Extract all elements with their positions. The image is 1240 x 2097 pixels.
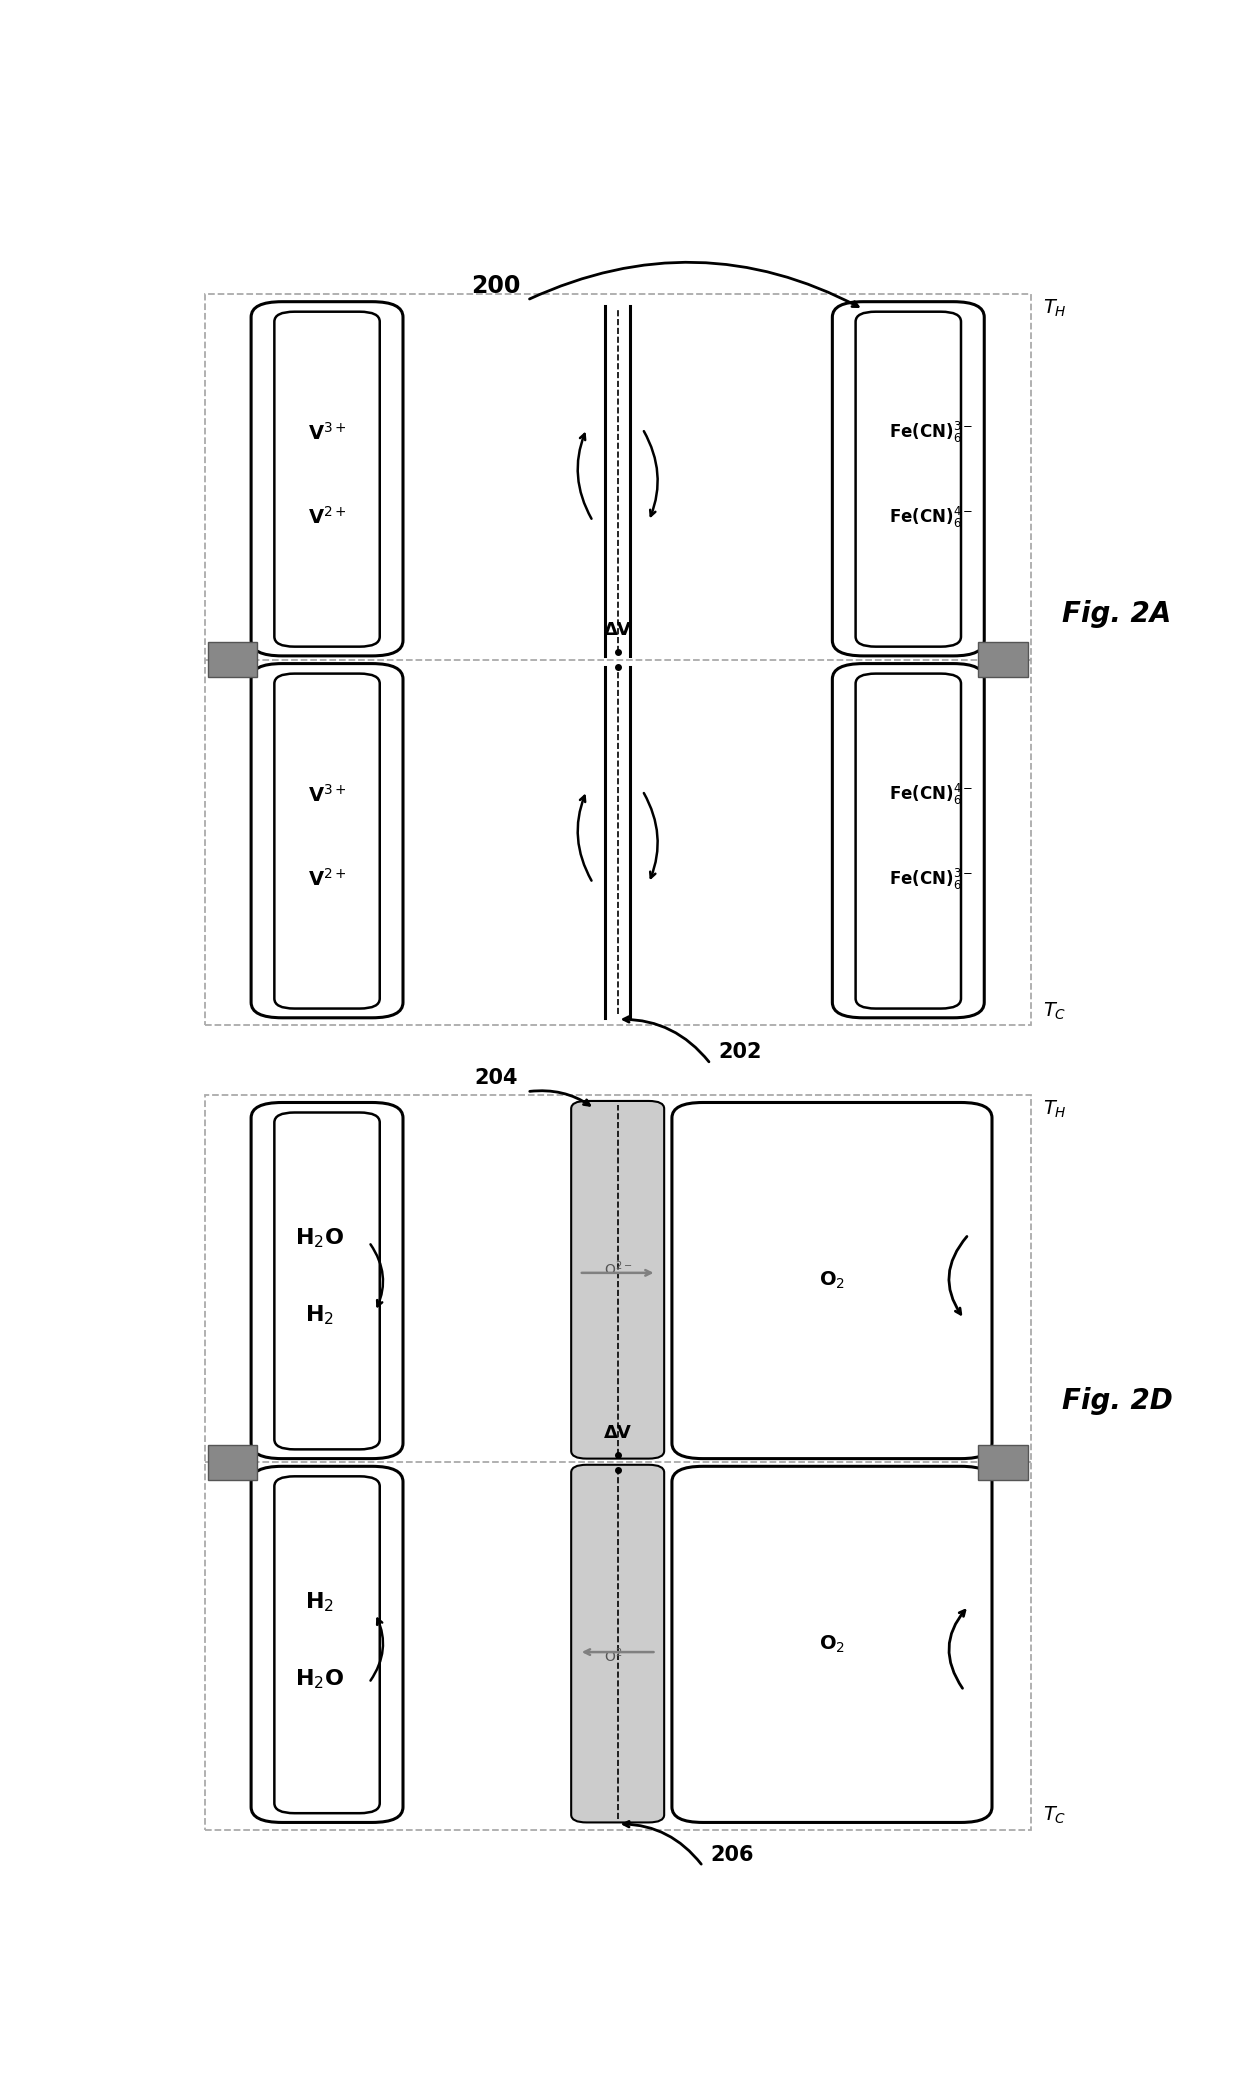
Text: Fig. 2A: Fig. 2A: [1061, 600, 1171, 627]
Text: 202: 202: [718, 1042, 761, 1063]
Text: 204: 204: [474, 1067, 518, 1088]
Text: H$_2$: H$_2$: [305, 1304, 334, 1327]
FancyBboxPatch shape: [274, 1476, 379, 1814]
Text: V$^{2+}$: V$^{2+}$: [308, 868, 346, 889]
Text: V$^{3+}$: V$^{3+}$: [308, 421, 346, 445]
FancyBboxPatch shape: [832, 663, 985, 1017]
Bar: [207, 642, 258, 677]
Text: $T_C$: $T_C$: [1043, 1000, 1066, 1021]
FancyBboxPatch shape: [250, 663, 403, 1017]
Text: Fe(CN)$_6^{3-}$: Fe(CN)$_6^{3-}$: [889, 419, 973, 445]
Text: V$^{2+}$: V$^{2+}$: [308, 505, 346, 528]
FancyBboxPatch shape: [672, 1466, 992, 1822]
FancyBboxPatch shape: [250, 1466, 403, 1822]
Bar: [205, 294, 1030, 1025]
FancyBboxPatch shape: [672, 1103, 992, 1460]
Text: H$_2$O: H$_2$O: [295, 1227, 343, 1250]
Text: Fe(CN)$_6^{3-}$: Fe(CN)$_6^{3-}$: [889, 866, 973, 891]
FancyBboxPatch shape: [250, 1103, 403, 1460]
Text: $T_C$: $T_C$: [1043, 1806, 1066, 1826]
Text: Fe(CN)$_6^{4-}$: Fe(CN)$_6^{4-}$: [889, 505, 973, 531]
Text: Fe(CN)$_6^{4-}$: Fe(CN)$_6^{4-}$: [889, 782, 973, 807]
Text: O$_2$: O$_2$: [818, 1271, 844, 1292]
FancyBboxPatch shape: [856, 312, 961, 646]
FancyBboxPatch shape: [572, 1101, 665, 1460]
Text: $T_H$: $T_H$: [1043, 298, 1066, 319]
Text: 206: 206: [711, 1845, 754, 1864]
Text: $T_H$: $T_H$: [1043, 1099, 1066, 1120]
Text: ΔV: ΔV: [604, 1424, 631, 1443]
FancyBboxPatch shape: [274, 312, 379, 646]
Bar: [205, 1095, 1030, 1831]
Text: ΔV: ΔV: [604, 621, 631, 640]
Text: O$_2$: O$_2$: [818, 1634, 844, 1655]
Text: V$^{3+}$: V$^{3+}$: [308, 784, 346, 805]
Text: H$_2$: H$_2$: [305, 1590, 334, 1615]
FancyBboxPatch shape: [250, 302, 403, 656]
FancyBboxPatch shape: [274, 1114, 379, 1449]
FancyBboxPatch shape: [832, 302, 985, 656]
FancyBboxPatch shape: [856, 673, 961, 1009]
Bar: [978, 1445, 1028, 1480]
FancyBboxPatch shape: [274, 673, 379, 1009]
Text: 200: 200: [471, 275, 521, 298]
FancyBboxPatch shape: [572, 1466, 665, 1822]
Text: H$_2$O: H$_2$O: [295, 1667, 343, 1690]
Text: O$^{2-}$: O$^{2-}$: [604, 1260, 632, 1279]
Text: Fig. 2D: Fig. 2D: [1061, 1386, 1173, 1415]
Bar: [978, 642, 1028, 677]
Text: O$^{2-}$: O$^{2-}$: [604, 1646, 632, 1665]
Bar: [207, 1445, 258, 1480]
